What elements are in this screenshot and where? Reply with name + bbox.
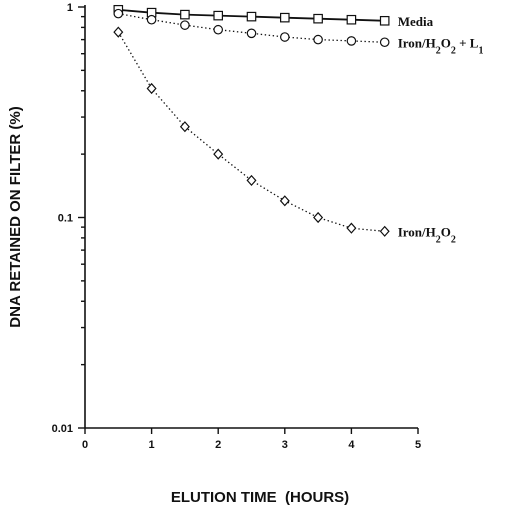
y-tick-label: 1 [67,2,73,14]
x-tick-label: 2 [215,439,221,451]
data-point-square [280,12,290,23]
x-tick-label: 4 [348,439,355,451]
data-point-circle [313,34,323,45]
data-point-square [213,10,223,21]
x-tick-label: 1 [149,439,155,451]
x-tick-label: 0 [82,439,88,451]
data-point-diamond [179,121,190,133]
data-point-circle [246,28,257,39]
data-point-diamond [113,26,124,38]
axes [84,5,418,429]
data-point-diamond [213,148,224,160]
series-label-square: Media [398,14,434,29]
series-label-circle: Iron/H2O2 + L1 [398,35,484,56]
x-tick-label: 3 [282,439,288,451]
x-axis-title: ELUTION TIME (HOURS) [171,489,349,506]
data-point-circle [180,20,190,30]
data-point-square [379,15,390,26]
data-point-circle [113,8,124,19]
data-point-circle [379,37,390,48]
series-line-circle [118,12,385,43]
data-point-diamond [313,211,324,224]
data-point-diamond [279,195,290,207]
ticks [78,6,419,434]
data-point-square [246,11,257,22]
series-line-diamond [117,31,385,232]
data-point-circle [146,14,157,25]
data-point-circle [213,24,223,35]
data-point-diamond [146,82,157,95]
series-label-diamond: Iron/H2O2 [398,224,456,245]
data-point-square [346,14,357,25]
tick-labels: 0 1 2 3 4 5 1 0.1 0.01 [52,2,421,451]
series-labels: Media Iron/H2O2 + L1 Iron/H2O2 [398,14,484,245]
data-point-diamond [246,174,257,187]
data-point-diamond [379,225,390,237]
data-point-diamond [346,222,357,234]
y-tick-label: 0.1 [58,213,73,225]
x-tick-label: 5 [415,439,421,451]
series-layer [113,4,390,237]
data-point-square [180,9,190,20]
y-axis-title: DNA RETAINED ON FILTER (%) [7,106,24,327]
data-point-square [313,13,323,24]
data-point-circle [346,36,357,46]
y-tick-label: 0.01 [52,423,73,435]
data-point-circle [279,32,290,42]
